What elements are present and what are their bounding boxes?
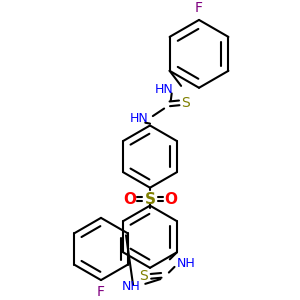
Text: S: S xyxy=(145,191,155,206)
Text: HN: HN xyxy=(155,83,174,96)
Text: S: S xyxy=(140,269,148,283)
Text: O: O xyxy=(164,191,177,206)
Text: NH: NH xyxy=(176,256,195,270)
Text: O: O xyxy=(123,191,136,206)
Text: NH: NH xyxy=(122,280,141,293)
Text: HN: HN xyxy=(129,112,148,125)
Text: F: F xyxy=(195,1,203,15)
Text: S: S xyxy=(181,96,190,110)
Text: F: F xyxy=(97,285,105,299)
